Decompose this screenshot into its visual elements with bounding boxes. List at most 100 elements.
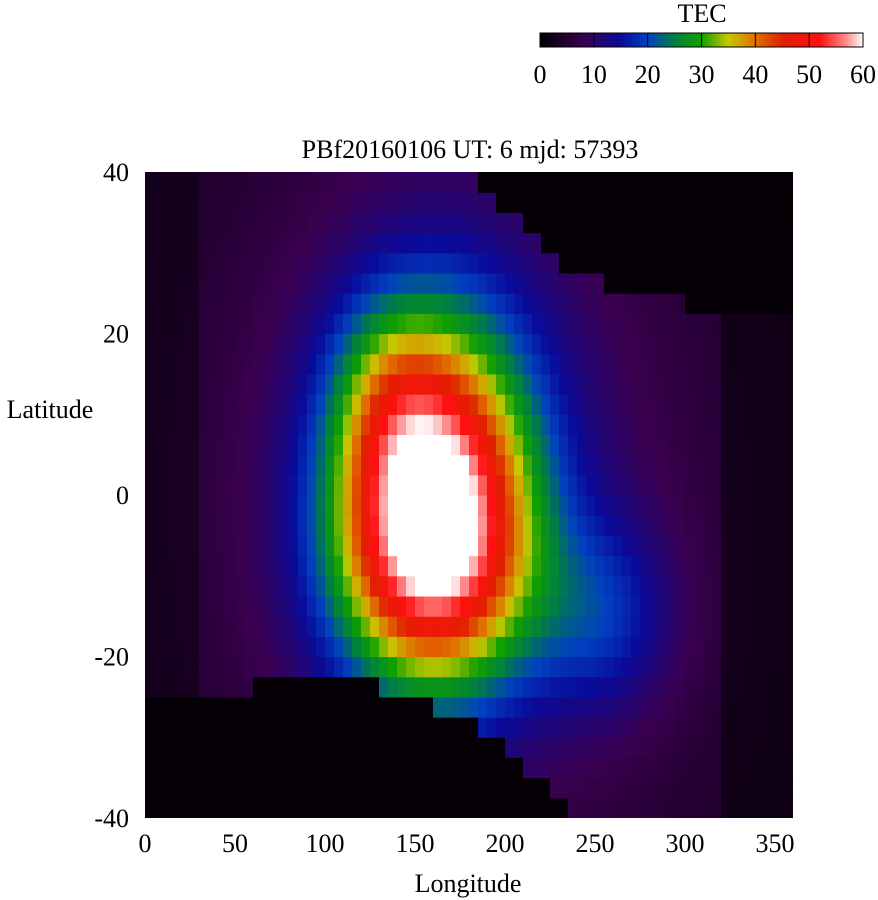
heatmap-cell	[694, 454, 704, 476]
heatmap-cell	[640, 515, 650, 536]
heatmap-cell	[577, 172, 587, 193]
heatmap-cell	[775, 373, 785, 395]
heatmap-cell	[658, 272, 668, 294]
heatmap-cell	[343, 636, 353, 658]
heatmap-cell	[352, 515, 362, 536]
heatmap-cell	[271, 676, 281, 698]
heatmap-cell	[424, 656, 434, 678]
heatmap-cell	[226, 272, 236, 294]
heatmap-cell	[523, 717, 533, 738]
heatmap-cell	[604, 232, 614, 254]
heatmap-cell	[172, 293, 182, 314]
heatmap-cell	[505, 313, 515, 335]
heatmap-cell	[712, 272, 722, 294]
heatmap-cell	[586, 696, 596, 718]
heatmap-cell	[514, 293, 524, 314]
heatmap-cell	[514, 414, 524, 436]
heatmap-cell	[388, 313, 398, 335]
heatmap-cell	[784, 575, 793, 597]
heatmap-cell	[235, 353, 245, 375]
heatmap-cell	[334, 232, 344, 254]
heatmap-cell	[388, 454, 398, 476]
heatmap-cell	[406, 313, 416, 335]
heatmap-cell	[253, 696, 263, 718]
heatmap-cell	[757, 737, 767, 759]
heatmap-cell	[550, 313, 560, 335]
heatmap-cell	[604, 434, 614, 456]
heatmap-cell	[433, 797, 443, 818]
heatmap-cell	[604, 474, 614, 496]
heatmap-cell	[730, 737, 740, 759]
heatmap-cell	[595, 676, 605, 698]
heatmap-cell	[721, 192, 731, 213]
heatmap-cell	[766, 394, 776, 415]
heatmap-cell	[424, 454, 434, 476]
heatmap-cell	[586, 737, 596, 759]
heatmap-cell	[334, 313, 344, 335]
heatmap-cell	[568, 474, 578, 496]
heatmap-cell	[730, 676, 740, 698]
heatmap-cell	[631, 515, 641, 536]
heatmap-cell	[298, 454, 308, 476]
heatmap-cell	[685, 555, 695, 577]
heatmap-cell	[217, 373, 227, 395]
heatmap-cell	[541, 474, 551, 496]
heatmap-cell	[622, 252, 632, 274]
heatmap-cell	[667, 656, 677, 678]
heatmap-cell	[289, 333, 299, 355]
heatmap-cell	[613, 495, 623, 516]
heatmap-cell	[721, 696, 731, 718]
heatmap-cell	[469, 353, 479, 375]
heatmap-cell	[199, 717, 209, 738]
heatmap-cell	[253, 555, 263, 577]
heatmap-cell	[352, 454, 362, 476]
heatmap-cell	[640, 212, 650, 234]
heatmap-cell	[586, 434, 596, 456]
heatmap-cell	[298, 272, 308, 294]
heatmap-cell	[451, 595, 461, 617]
heatmap-cell	[622, 495, 632, 516]
heatmap-cell	[775, 414, 785, 436]
colorbar-tick-label: 40	[742, 60, 768, 89]
heatmap-cell	[478, 495, 488, 516]
heatmap-cell	[190, 495, 200, 516]
heatmap-cell	[586, 414, 596, 436]
heatmap-cell	[487, 717, 497, 738]
heatmap-cell	[424, 172, 434, 193]
heatmap-cell	[181, 474, 191, 496]
heatmap-cell	[739, 474, 749, 496]
heatmap-cell	[253, 232, 263, 254]
heatmap-cell	[451, 293, 461, 314]
heatmap-cell	[145, 797, 155, 818]
heatmap-cell	[325, 313, 335, 335]
heatmap-cell	[343, 696, 353, 718]
heatmap-cell	[226, 737, 236, 759]
heatmap-cell	[766, 434, 776, 456]
heatmap-cell	[361, 252, 371, 274]
heatmap-cell	[406, 575, 416, 597]
heatmap-cell	[739, 495, 749, 516]
heatmap-cell	[514, 474, 524, 496]
heatmap-cell	[370, 495, 380, 516]
heatmap-cell	[469, 394, 479, 415]
heatmap-cell	[487, 535, 497, 557]
heatmap-cell	[379, 535, 389, 557]
heatmap-cell	[370, 252, 380, 274]
heatmap-cell	[559, 252, 569, 274]
heatmap-cell	[244, 595, 254, 617]
heatmap-cell	[523, 797, 533, 818]
heatmap-cell	[712, 595, 722, 617]
heatmap-cell	[604, 757, 614, 779]
heatmap-cell	[739, 313, 749, 335]
heatmap-cell	[172, 636, 182, 658]
heatmap-cell	[730, 636, 740, 658]
heatmap-cell	[415, 414, 425, 436]
heatmap-cell	[586, 474, 596, 496]
heatmap-cell	[217, 353, 227, 375]
heatmap-cell	[343, 595, 353, 617]
heatmap-cell	[379, 717, 389, 738]
heatmap-cell	[145, 434, 155, 456]
heatmap-cell	[217, 333, 227, 355]
heatmap-cell	[685, 172, 695, 193]
heatmap-cell	[361, 313, 371, 335]
